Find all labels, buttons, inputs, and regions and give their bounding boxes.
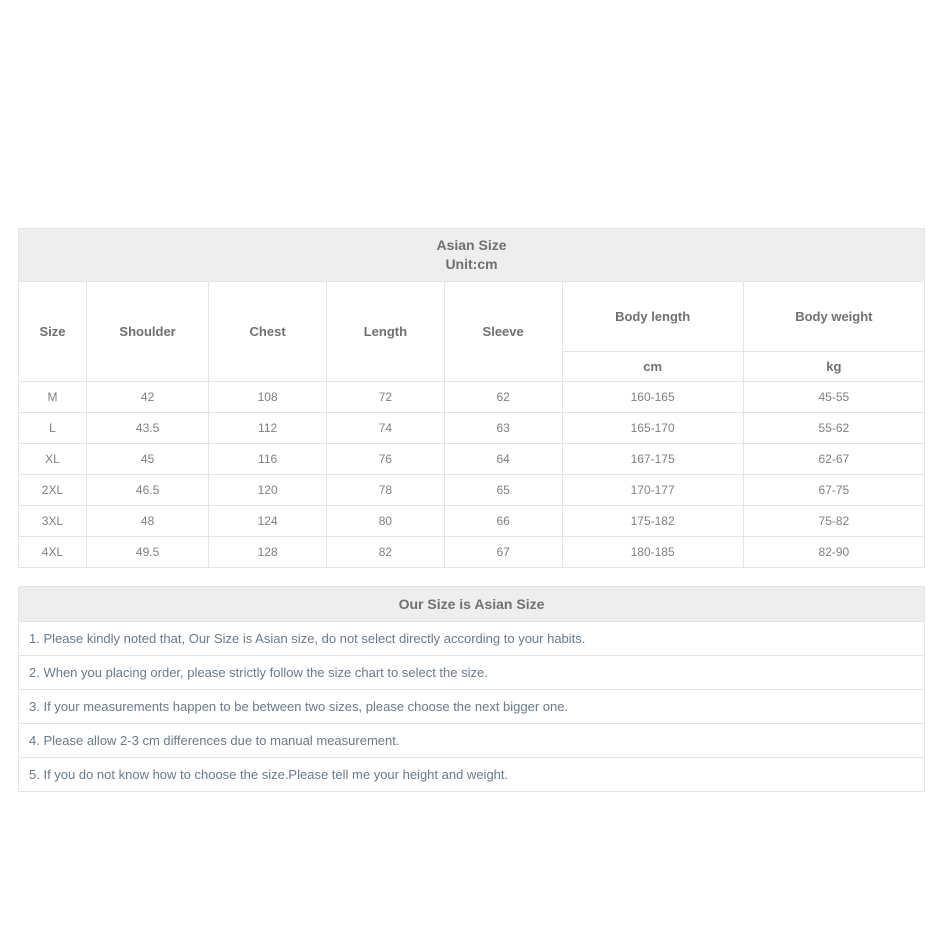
table-row: 4XL49.51288267180-18582-90 [19,536,925,567]
col-subheader-body: cm [562,351,743,381]
cell-size: 4XL [19,536,87,567]
cell-weight: 67-75 [743,474,924,505]
size-chart-table: Asian Size Unit:cm Size Shoulder Chest L… [18,228,925,568]
cell-shoulder: 45 [86,443,208,474]
note-text: 1. Please kindly noted that, Our Size is… [19,621,925,655]
note-row: 5. If you do not know how to choose the … [19,757,925,791]
cell-size: M [19,381,87,412]
cell-length: 72 [327,381,445,412]
table-row: M421087262160-16545-55 [19,381,925,412]
cell-chest: 112 [209,412,327,443]
cell-chest: 128 [209,536,327,567]
cell-sleeve: 62 [444,381,562,412]
size-table-title: Asian Size Unit:cm [19,229,925,282]
size-table-title-line2: Unit:cm [445,256,497,272]
notes-table: Our Size is Asian Size 1. Please kindly … [18,586,925,792]
col-header-chest: Chest [209,281,327,381]
table-row: XL451167664167-17562-67 [19,443,925,474]
cell-size: 3XL [19,505,87,536]
note-row: 2. When you placing order, please strict… [19,655,925,689]
cell-body: 165-170 [562,412,743,443]
size-table-title-line1: Asian Size [436,237,506,253]
col-header-length: Length [327,281,445,381]
note-row: 4. Please allow 2-3 cm differences due t… [19,723,925,757]
cell-shoulder: 42 [86,381,208,412]
tables-gap [18,568,925,586]
cell-sleeve: 63 [444,412,562,443]
cell-length: 74 [327,412,445,443]
cell-length: 76 [327,443,445,474]
cell-weight: 75-82 [743,505,924,536]
cell-shoulder: 49.5 [86,536,208,567]
cell-length: 78 [327,474,445,505]
note-text: 4. Please allow 2-3 cm differences due t… [19,723,925,757]
col-header-sleeve: Sleeve [444,281,562,381]
col-subheader-weight: kg [743,351,924,381]
table-row: 2XL46.51207865170-17767-75 [19,474,925,505]
cell-sleeve: 64 [444,443,562,474]
cell-body: 167-175 [562,443,743,474]
cell-sleeve: 66 [444,505,562,536]
note-text: 2. When you placing order, please strict… [19,655,925,689]
col-header-shoulder: Shoulder [86,281,208,381]
note-text: 3. If your measurements happen to be bet… [19,689,925,723]
cell-size: 2XL [19,474,87,505]
cell-size: XL [19,443,87,474]
cell-chest: 124 [209,505,327,536]
note-row: 1. Please kindly noted that, Our Size is… [19,621,925,655]
col-header-weight: Body weight [743,281,924,351]
table-row: 3XL481248066175-18275-82 [19,505,925,536]
table-row: L43.51127463165-17055-62 [19,412,925,443]
cell-weight: 45-55 [743,381,924,412]
cell-weight: 55-62 [743,412,924,443]
note-row: 3. If your measurements happen to be bet… [19,689,925,723]
note-text: 5. If you do not know how to choose the … [19,757,925,791]
page-container: Asian Size Unit:cm Size Shoulder Chest L… [0,0,943,792]
cell-shoulder: 43.5 [86,412,208,443]
cell-weight: 62-67 [743,443,924,474]
cell-body: 170-177 [562,474,743,505]
cell-body: 180-185 [562,536,743,567]
cell-chest: 108 [209,381,327,412]
cell-length: 82 [327,536,445,567]
cell-chest: 116 [209,443,327,474]
cell-shoulder: 48 [86,505,208,536]
col-header-size: Size [19,281,87,381]
cell-sleeve: 67 [444,536,562,567]
cell-length: 80 [327,505,445,536]
cell-body: 175-182 [562,505,743,536]
cell-sleeve: 65 [444,474,562,505]
cell-body: 160-165 [562,381,743,412]
cell-weight: 82-90 [743,536,924,567]
cell-size: L [19,412,87,443]
top-spacer [18,18,925,228]
cell-shoulder: 46.5 [86,474,208,505]
col-header-body: Body length [562,281,743,351]
notes-title: Our Size is Asian Size [19,586,925,621]
cell-chest: 120 [209,474,327,505]
